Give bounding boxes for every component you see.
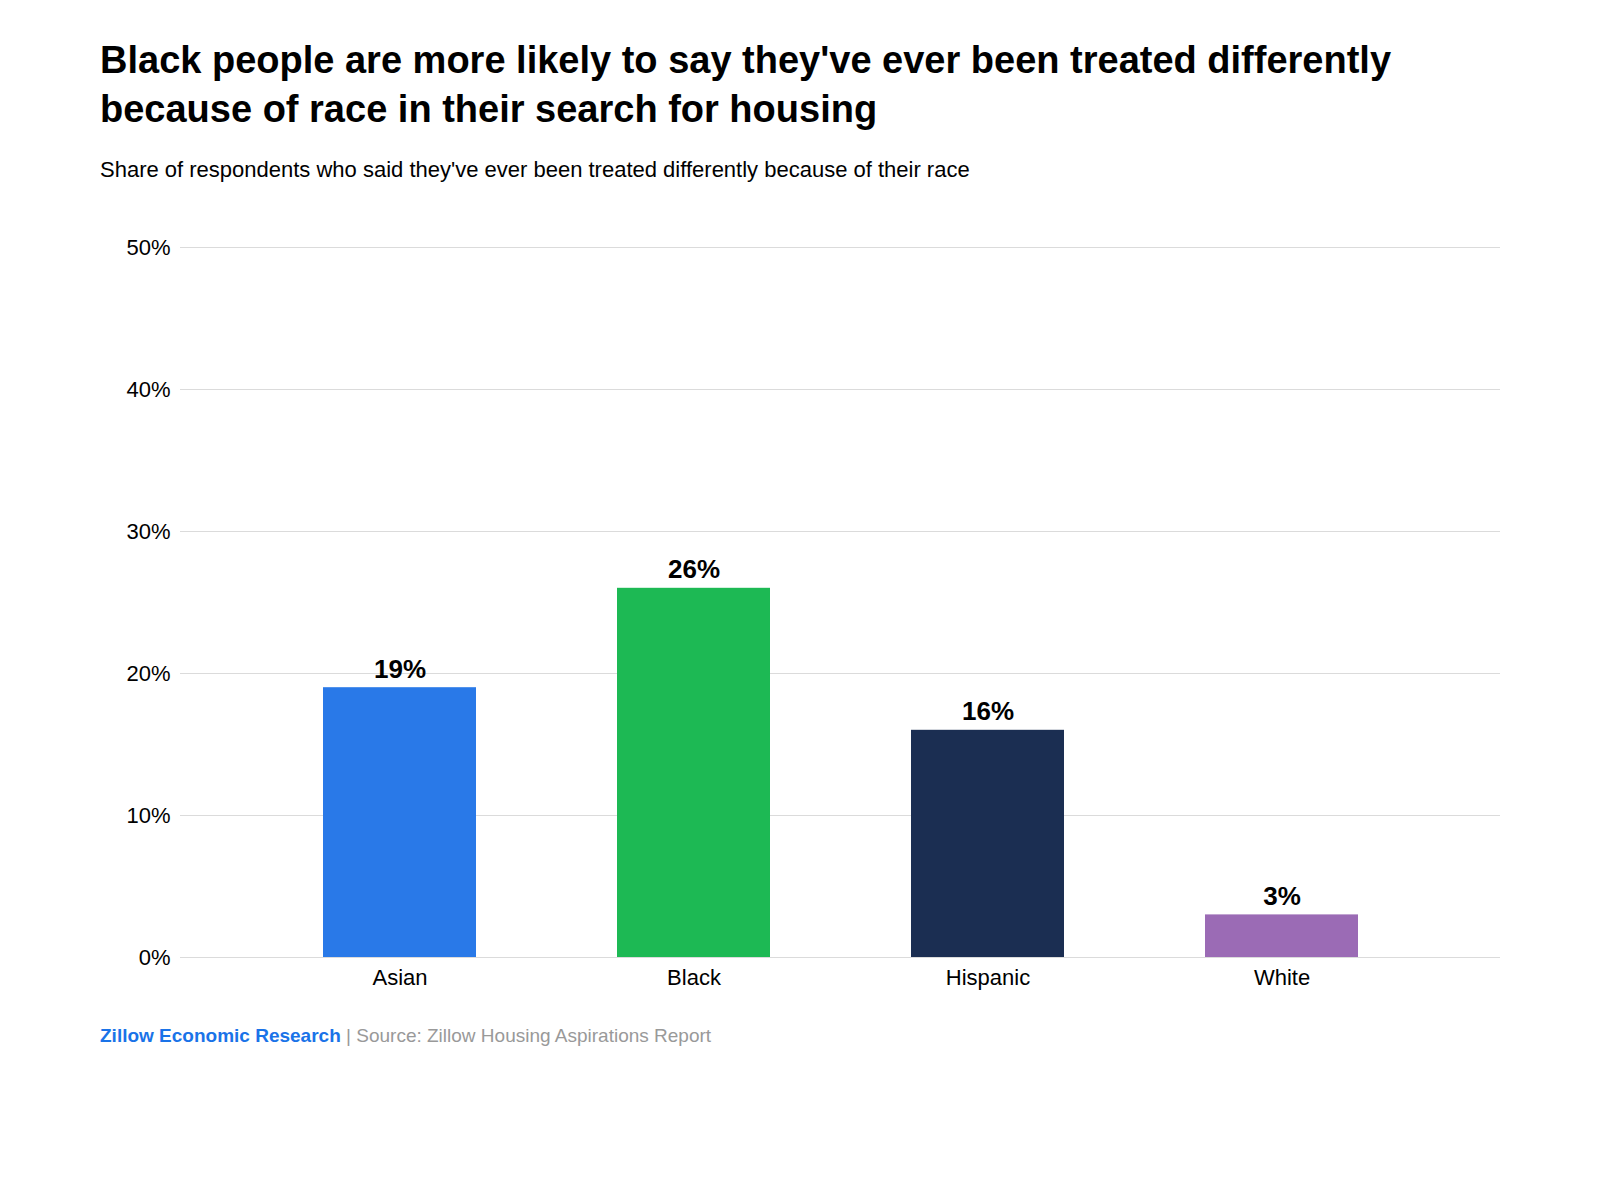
svg-text:3%: 3% [1263, 881, 1301, 911]
svg-text:10%: 10% [126, 802, 170, 827]
svg-text:30%: 30% [126, 518, 170, 543]
svg-text:16%: 16% [962, 696, 1014, 726]
html-text:Black people are more likely t: Black people are more likely to say they… [100, 39, 1391, 131]
svg-text:0%: 0% [139, 944, 171, 969]
html-text:Share of respondents who said: Share of respondents who said they've ev… [100, 156, 970, 182]
svg-text:19%: 19% [374, 653, 426, 683]
svg-text:50%: 50% [126, 234, 170, 259]
svg-text:Hispanic: Hispanic [946, 965, 1030, 990]
svg-text:26%: 26% [668, 554, 720, 584]
svg-text:40%: 40% [126, 376, 170, 401]
svg-text:20%: 20% [126, 660, 170, 685]
svg-text:White: White [1254, 965, 1310, 990]
svg-text:Black: Black [667, 965, 722, 990]
svg-text:Asian: Asian [372, 965, 427, 990]
html-text:Zillow Economic Research | Sou: Zillow Economic Research | Source: Zillo… [100, 1024, 712, 1046]
